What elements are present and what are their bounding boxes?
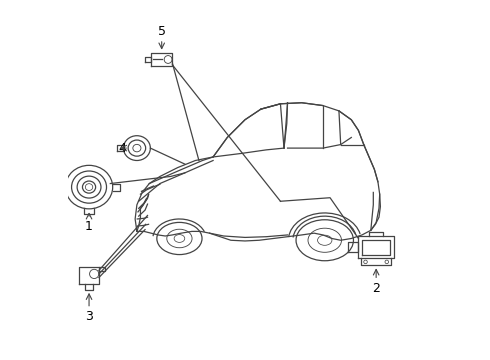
Text: 1: 1 [85,220,93,233]
Text: 5: 5 [158,24,166,38]
Text: 4: 4 [119,141,126,154]
Text: 3: 3 [85,310,93,323]
Text: 2: 2 [372,282,380,294]
